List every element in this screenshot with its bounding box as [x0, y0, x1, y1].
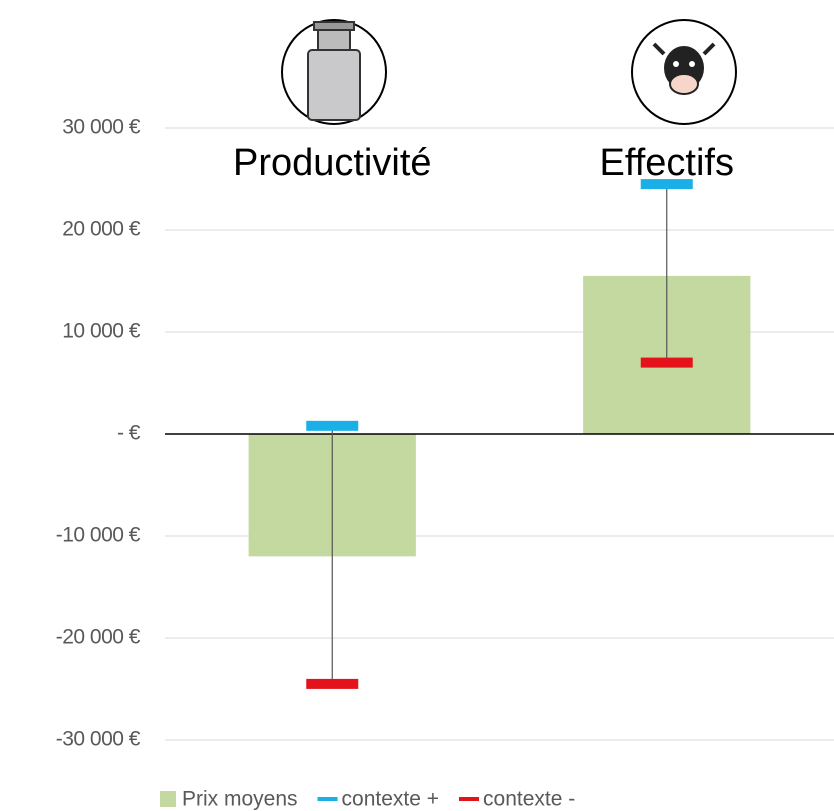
y-tick-label: -20 000 €: [56, 626, 141, 649]
legend-label: contexte +: [342, 788, 439, 811]
marker: [640, 179, 693, 190]
y-tick-label: 20 000 €: [62, 218, 141, 241]
marker: [306, 420, 359, 431]
icon-cow: [631, 19, 737, 125]
legend-swatch: [459, 797, 480, 801]
y-tick-label: 10 000 €: [62, 320, 141, 343]
category-label: Productivité: [233, 142, 432, 184]
y-tick-label: - €: [117, 422, 141, 445]
y-tick-label: 30 000 €: [62, 116, 141, 139]
legend-label: contexte -: [483, 788, 575, 811]
legend-label: Prix moyens: [182, 788, 298, 811]
legend-swatch: [160, 791, 176, 807]
marker: [306, 678, 359, 689]
marker: [640, 357, 693, 368]
category-label: Effectifs: [600, 142, 734, 184]
icon-milk-can: [281, 19, 387, 125]
legend-swatch: [317, 797, 338, 801]
y-tick-label: -10 000 €: [56, 524, 141, 547]
y-tick-label: -30 000 €: [56, 728, 141, 751]
